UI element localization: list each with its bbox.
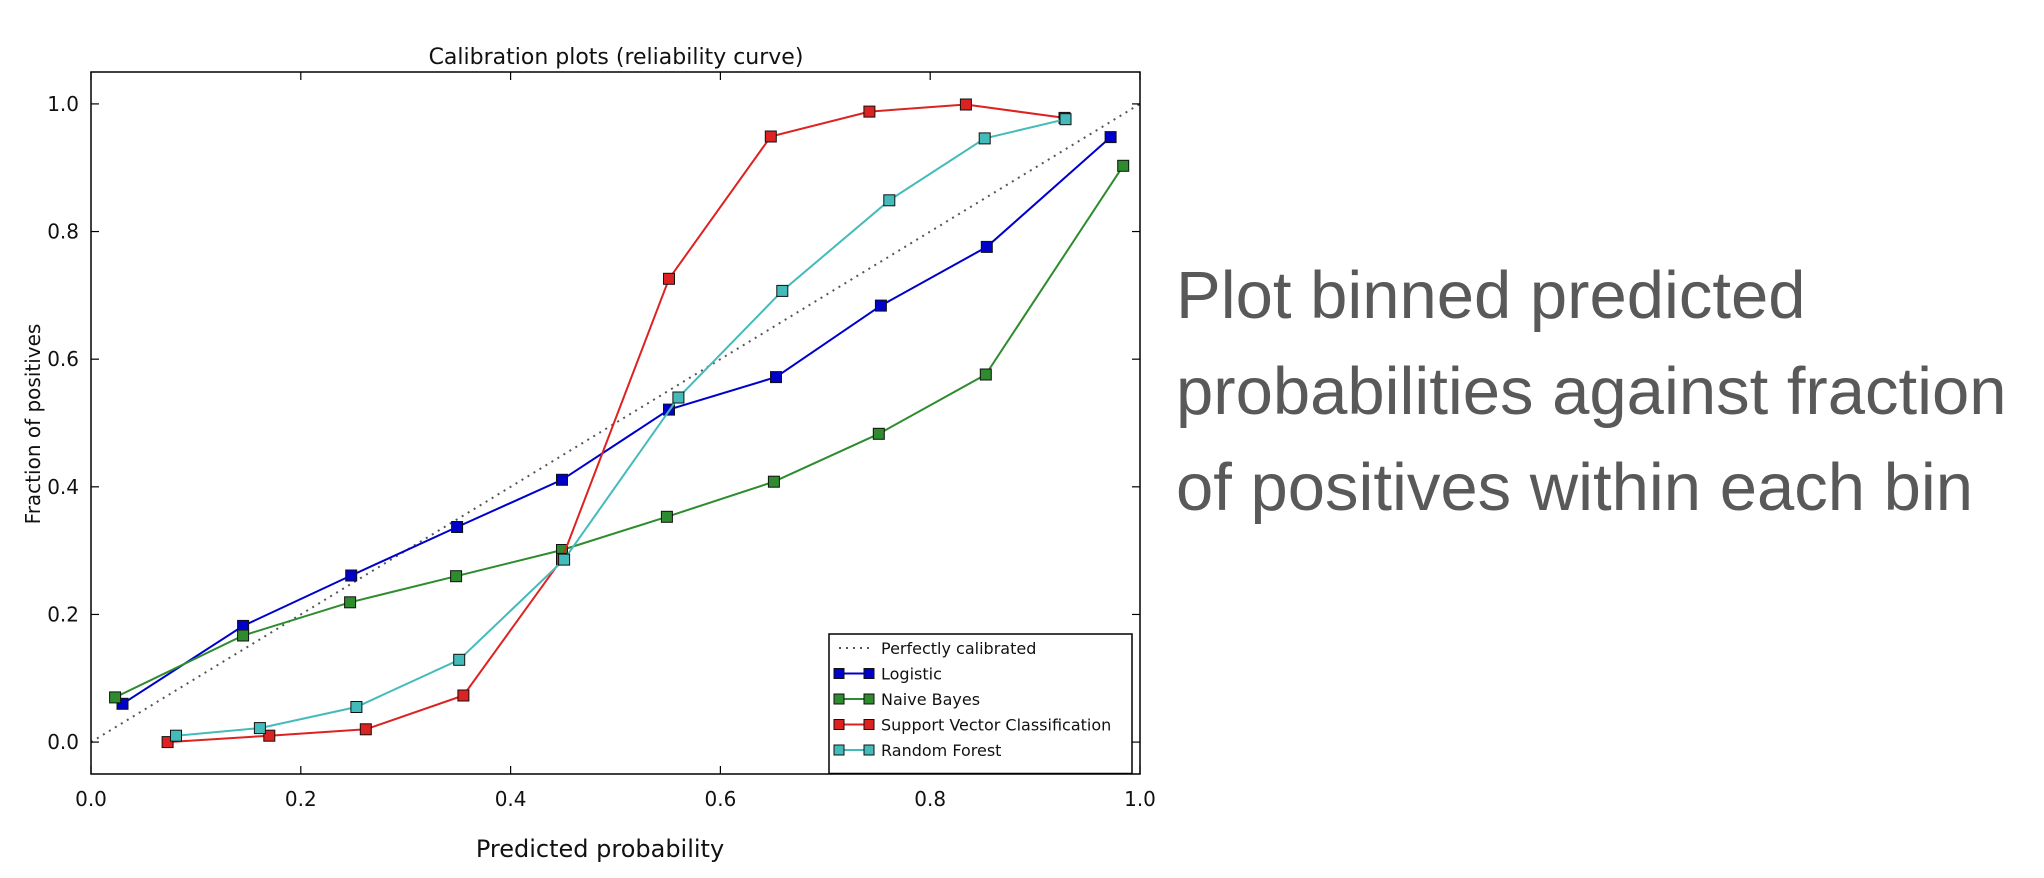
series-logistic	[116, 131, 1117, 710]
plot-area	[90, 98, 1141, 749]
x-tick-label: 1.0	[1124, 787, 1156, 811]
y-tick-label: 1.0	[47, 92, 79, 116]
legend-label: Random Forest	[881, 741, 1001, 760]
data-point	[660, 510, 673, 523]
y-tick-label: 0.2	[47, 602, 79, 626]
legend-label: Support Vector Classification	[881, 716, 1111, 735]
legend-label: Logistic	[881, 665, 942, 684]
data-point	[1059, 113, 1072, 126]
data-point	[883, 194, 896, 207]
legend-entry: Logistic	[833, 665, 942, 684]
data-point	[116, 697, 129, 710]
data-point	[170, 729, 182, 742]
data-point	[556, 473, 568, 486]
legend-swatch-marker	[863, 693, 875, 705]
x-tick-label: 0.0	[75, 787, 107, 811]
data-point	[672, 391, 685, 404]
caption-line-1: Plot binned predicted	[1176, 258, 1806, 333]
series-naive-bayes	[109, 159, 1130, 704]
legend-swatch-marker	[833, 719, 845, 730]
plot-frame	[90, 71, 1141, 775]
series-line	[175, 118, 1066, 737]
calibration-chart: Calibration plots (reliability curve) 0.…	[21, 45, 1156, 863]
legend-swatch-marker	[833, 744, 845, 756]
x-tick-label: 0.8	[914, 787, 946, 811]
data-point	[558, 553, 571, 566]
series-line	[90, 103, 1141, 743]
data-point	[453, 653, 466, 666]
axis-ticks: 0.0 0.2 0.4 0.6 0.8 1.0 0.0 0.2 0.4 0.6 0.8 1.0	[47, 71, 1156, 811]
y-axis-label: Fraction of positives	[21, 324, 45, 525]
data-point	[359, 723, 372, 736]
series-line	[114, 165, 1125, 699]
data-point	[263, 729, 276, 742]
data-point	[872, 427, 885, 440]
caption-line-3: of positives within each bin	[1176, 450, 1973, 525]
data-point	[1104, 131, 1117, 144]
legend-entry: Naive Bayes	[833, 690, 980, 709]
x-tick-label: 0.2	[285, 787, 317, 811]
data-point	[663, 272, 675, 285]
slide-caption: Plot binned predicted probabilities agai…	[1176, 248, 2036, 536]
legend-entry: Random Forest	[833, 741, 1001, 760]
y-tick-label: 0.8	[47, 220, 79, 244]
legend-swatch-marker	[833, 668, 845, 679]
series-line	[167, 103, 1065, 744]
x-tick-label: 0.4	[495, 787, 527, 811]
data-point	[1117, 159, 1130, 172]
series-perfectly-calibrated	[90, 103, 1141, 743]
data-point	[451, 521, 464, 533]
data-point	[770, 371, 782, 384]
caption-line-2: probabilities against fraction	[1176, 354, 2007, 429]
data-point	[776, 284, 789, 297]
data-point	[161, 736, 174, 749]
legend-swatch-marker	[863, 744, 875, 756]
data-point	[874, 299, 887, 312]
data-point	[980, 240, 993, 253]
legend-swatch-marker	[863, 719, 875, 730]
legend-entry: Perfectly calibrated	[839, 639, 1036, 658]
data-point	[109, 691, 122, 704]
chart-title: Calibration plots (reliability curve)	[429, 45, 804, 70]
data-point	[764, 130, 777, 143]
data-point	[345, 569, 358, 582]
legend-box	[828, 633, 1133, 775]
y-tick-label: 0.4	[47, 475, 79, 499]
x-axis-label: Predicted probability	[476, 835, 724, 863]
data-point	[767, 475, 780, 488]
legend-entry: Support Vector Classification	[833, 716, 1111, 735]
data-point	[350, 701, 363, 713]
x-tick-label: 0.6	[704, 787, 736, 811]
data-point	[253, 722, 266, 735]
data-point	[959, 98, 972, 111]
legend-swatch-marker	[863, 668, 875, 679]
legend-swatch-marker	[833, 693, 845, 705]
y-tick-label: 0.6	[47, 347, 79, 371]
data-point	[979, 368, 992, 381]
data-point	[978, 132, 991, 145]
data-point	[344, 596, 357, 609]
data-point	[450, 570, 463, 583]
series-random-forest	[170, 113, 1072, 742]
series-line	[121, 136, 1112, 705]
legend: Perfectly calibrated Logistic Naive Bayes S…	[828, 633, 1133, 775]
data-point	[457, 689, 470, 702]
data-point	[863, 105, 876, 118]
y-tick-label: 0.0	[47, 730, 79, 754]
legend-label: Perfectly calibrated	[881, 639, 1036, 658]
legend-label: Naive Bayes	[881, 690, 980, 709]
data-point	[237, 629, 250, 642]
